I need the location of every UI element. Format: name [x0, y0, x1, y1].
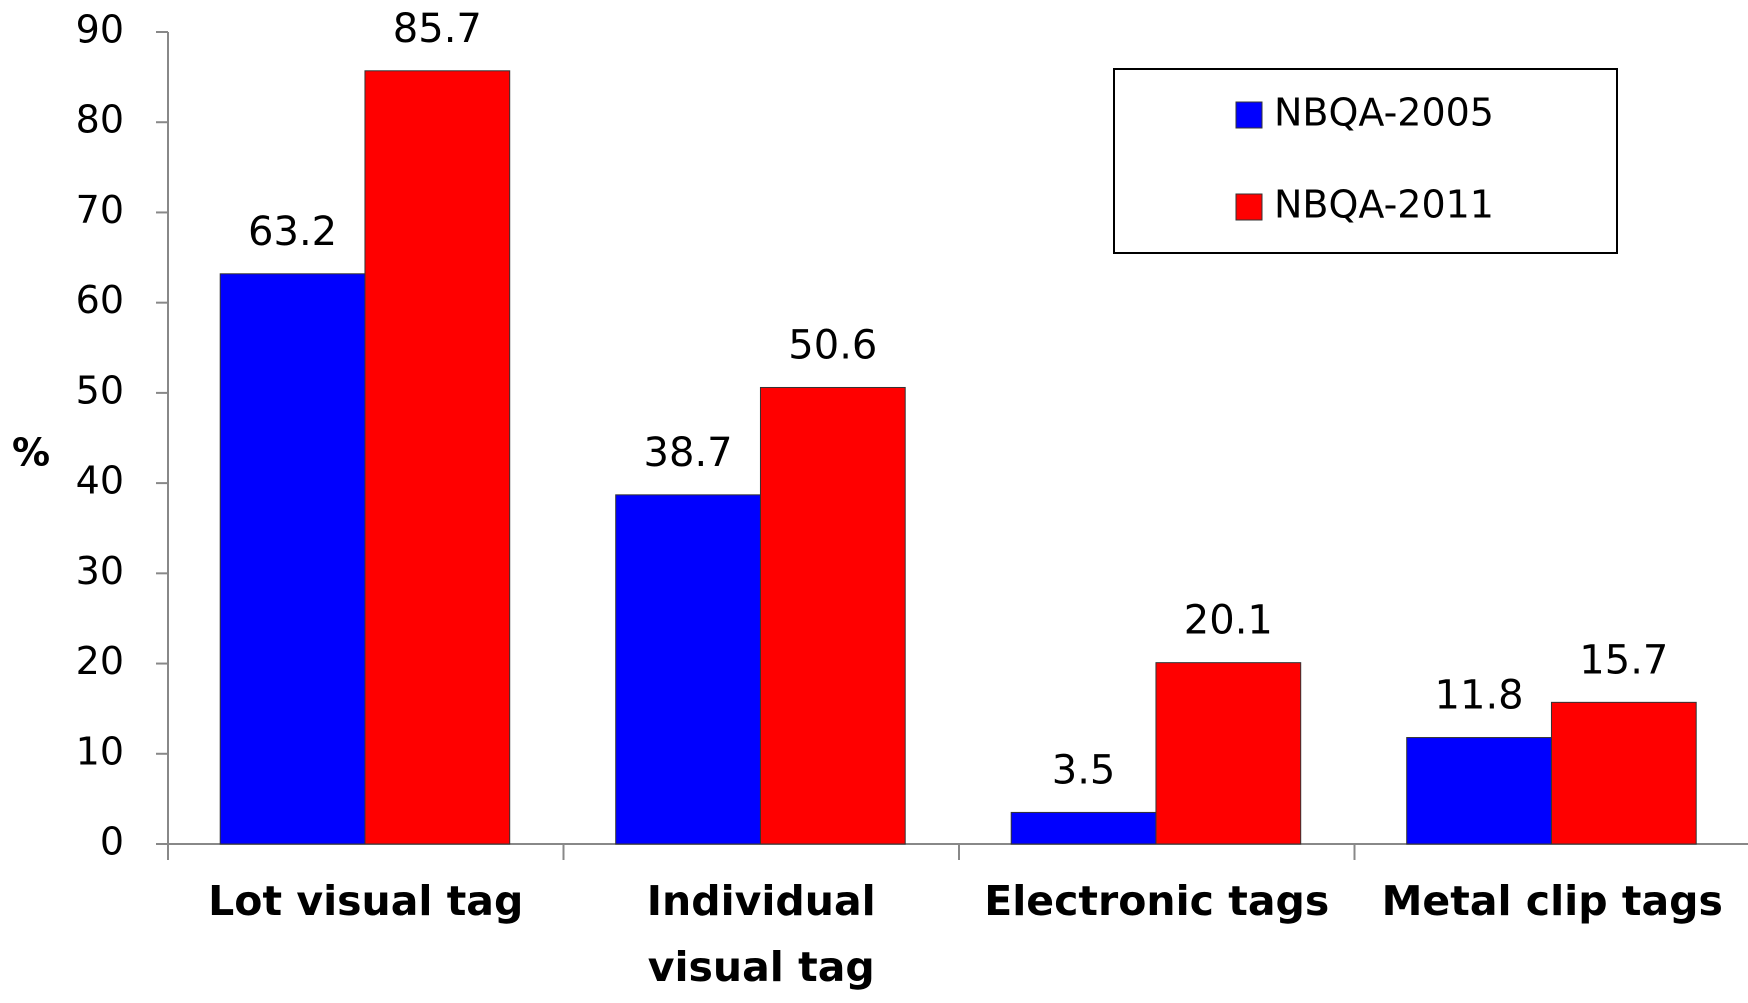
y-tick-label: 60	[76, 278, 124, 322]
y-tick-label: 0	[100, 820, 124, 864]
x-tick-label: Individual visual tag	[574, 868, 950, 1000]
data-label: 20.1	[1184, 598, 1273, 644]
bar	[616, 495, 761, 844]
chart: % 0 10 20 30 40 50 60 70 80 90 63.2 85.7 38.7 50.6 3.5…	[0, 0, 1748, 1003]
data-label: 38.7	[644, 430, 733, 476]
y-tick-label: 90	[76, 8, 124, 52]
x-tick-label: Lot visual tag	[178, 868, 554, 934]
legend-swatch	[1236, 194, 1262, 220]
data-label: 50.6	[788, 322, 877, 368]
bar	[760, 387, 905, 844]
y-tick-label: 10	[76, 729, 124, 773]
data-label: 85.7	[393, 6, 482, 52]
y-axis-label: %	[12, 431, 50, 475]
legend-swatch	[1236, 102, 1262, 128]
bar	[1011, 812, 1156, 844]
data-label: 11.8	[1435, 673, 1524, 719]
x-tick-label: Electronic tags	[969, 868, 1345, 934]
bar	[1551, 702, 1696, 844]
bar	[220, 274, 365, 844]
y-tick-label: 70	[76, 188, 124, 232]
page: % 0 10 20 30 40 50 60 70 80 90 63.2 85.7 38.7 50.6 3.5…	[0, 0, 1748, 1003]
legend-label: NBQA-2011	[1274, 183, 1494, 227]
legend-label: NBQA-2005	[1274, 91, 1494, 135]
bar	[365, 71, 510, 844]
data-label: 15.7	[1579, 637, 1668, 683]
data-label: 3.5	[1052, 747, 1116, 793]
y-tick-label: 30	[76, 549, 124, 593]
bar	[1407, 738, 1552, 844]
y-tick-label: 20	[76, 639, 124, 683]
y-tick-label: 40	[76, 459, 124, 503]
data-label: 63.2	[248, 209, 337, 255]
bar	[1156, 663, 1301, 844]
y-tick-label: 80	[76, 98, 124, 142]
x-tick-label: Metal clip tags	[1365, 868, 1741, 934]
y-tick-label: 50	[76, 368, 124, 412]
